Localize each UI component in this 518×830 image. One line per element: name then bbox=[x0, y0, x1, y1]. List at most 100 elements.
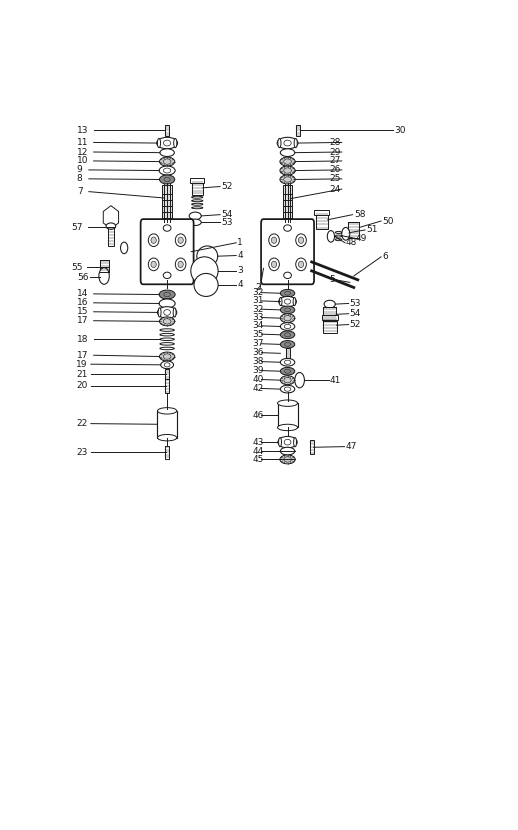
Ellipse shape bbox=[271, 261, 277, 267]
Ellipse shape bbox=[284, 360, 291, 364]
Ellipse shape bbox=[174, 139, 177, 148]
Ellipse shape bbox=[157, 408, 177, 414]
Text: 50: 50 bbox=[382, 217, 393, 226]
Ellipse shape bbox=[327, 231, 335, 242]
Ellipse shape bbox=[278, 424, 297, 431]
Bar bbox=[165, 369, 169, 380]
Ellipse shape bbox=[164, 168, 171, 173]
Text: 44: 44 bbox=[253, 447, 264, 456]
Ellipse shape bbox=[285, 333, 291, 337]
Text: 34: 34 bbox=[253, 321, 264, 330]
Bar bbox=[99, 260, 108, 271]
Ellipse shape bbox=[279, 296, 296, 306]
Text: 51: 51 bbox=[366, 226, 377, 235]
Ellipse shape bbox=[278, 437, 297, 448]
Text: 22: 22 bbox=[76, 419, 87, 428]
Ellipse shape bbox=[280, 376, 295, 384]
Text: 41: 41 bbox=[329, 376, 341, 384]
Ellipse shape bbox=[158, 308, 161, 317]
Text: 47: 47 bbox=[346, 442, 357, 452]
Ellipse shape bbox=[159, 166, 175, 175]
Ellipse shape bbox=[121, 242, 128, 254]
Bar bbox=[165, 124, 169, 136]
Ellipse shape bbox=[148, 234, 159, 247]
Ellipse shape bbox=[164, 363, 170, 367]
Ellipse shape bbox=[284, 159, 291, 164]
Ellipse shape bbox=[106, 223, 116, 229]
Bar bbox=[162, 203, 172, 212]
Ellipse shape bbox=[160, 352, 175, 361]
Ellipse shape bbox=[280, 166, 295, 175]
Ellipse shape bbox=[285, 291, 291, 295]
Bar bbox=[162, 185, 172, 194]
Text: 1: 1 bbox=[237, 238, 243, 247]
Text: 31: 31 bbox=[253, 296, 264, 305]
Text: 2: 2 bbox=[255, 283, 261, 292]
Ellipse shape bbox=[175, 234, 186, 247]
Text: 3: 3 bbox=[237, 266, 243, 276]
Bar bbox=[315, 212, 328, 229]
Ellipse shape bbox=[163, 272, 171, 279]
Text: 18: 18 bbox=[77, 334, 88, 344]
Ellipse shape bbox=[284, 439, 291, 445]
Text: 45: 45 bbox=[253, 455, 264, 464]
Ellipse shape bbox=[280, 455, 295, 464]
Text: 28: 28 bbox=[329, 138, 341, 147]
Ellipse shape bbox=[160, 149, 175, 157]
Ellipse shape bbox=[298, 237, 304, 243]
Ellipse shape bbox=[160, 317, 175, 326]
Ellipse shape bbox=[99, 268, 109, 285]
Text: 11: 11 bbox=[77, 138, 88, 147]
Text: 15: 15 bbox=[77, 307, 88, 316]
Text: 37: 37 bbox=[253, 339, 264, 349]
Bar bbox=[157, 411, 177, 437]
Ellipse shape bbox=[280, 359, 295, 366]
Ellipse shape bbox=[280, 157, 295, 166]
Ellipse shape bbox=[163, 319, 171, 324]
Text: 32: 32 bbox=[253, 288, 264, 297]
Text: 17: 17 bbox=[77, 351, 88, 359]
Text: 56: 56 bbox=[77, 273, 88, 281]
Bar bbox=[323, 318, 337, 333]
Text: 13: 13 bbox=[77, 126, 88, 134]
Text: 54: 54 bbox=[350, 310, 361, 318]
Text: 20: 20 bbox=[76, 382, 88, 390]
Ellipse shape bbox=[284, 457, 291, 462]
Ellipse shape bbox=[163, 354, 171, 359]
Text: 17: 17 bbox=[77, 316, 88, 325]
Ellipse shape bbox=[173, 308, 176, 317]
Text: 5: 5 bbox=[329, 276, 336, 285]
Ellipse shape bbox=[280, 447, 295, 455]
Ellipse shape bbox=[164, 140, 171, 146]
Text: 4: 4 bbox=[237, 251, 243, 260]
Text: 4: 4 bbox=[237, 281, 243, 290]
Text: 12: 12 bbox=[77, 148, 88, 157]
Bar bbox=[165, 446, 169, 459]
Text: 30: 30 bbox=[394, 126, 406, 134]
Ellipse shape bbox=[278, 400, 297, 407]
Ellipse shape bbox=[151, 237, 156, 243]
Text: 10: 10 bbox=[77, 156, 88, 165]
Text: 46: 46 bbox=[253, 411, 264, 420]
Bar bbox=[314, 210, 329, 215]
Ellipse shape bbox=[148, 258, 159, 271]
Ellipse shape bbox=[175, 258, 186, 271]
Ellipse shape bbox=[157, 434, 177, 441]
Ellipse shape bbox=[277, 137, 298, 149]
Text: 29: 29 bbox=[329, 148, 341, 157]
Ellipse shape bbox=[164, 292, 170, 297]
Text: 53: 53 bbox=[221, 217, 233, 227]
Ellipse shape bbox=[280, 175, 295, 184]
Ellipse shape bbox=[296, 234, 306, 247]
Ellipse shape bbox=[285, 369, 291, 374]
Text: 49: 49 bbox=[356, 234, 367, 243]
Ellipse shape bbox=[157, 139, 161, 148]
Text: 33: 33 bbox=[253, 313, 264, 322]
Text: 35: 35 bbox=[253, 330, 264, 339]
Ellipse shape bbox=[159, 299, 175, 308]
Ellipse shape bbox=[280, 290, 295, 297]
Text: 38: 38 bbox=[253, 357, 264, 366]
Ellipse shape bbox=[284, 315, 291, 321]
Ellipse shape bbox=[294, 437, 296, 447]
Ellipse shape bbox=[294, 139, 297, 148]
